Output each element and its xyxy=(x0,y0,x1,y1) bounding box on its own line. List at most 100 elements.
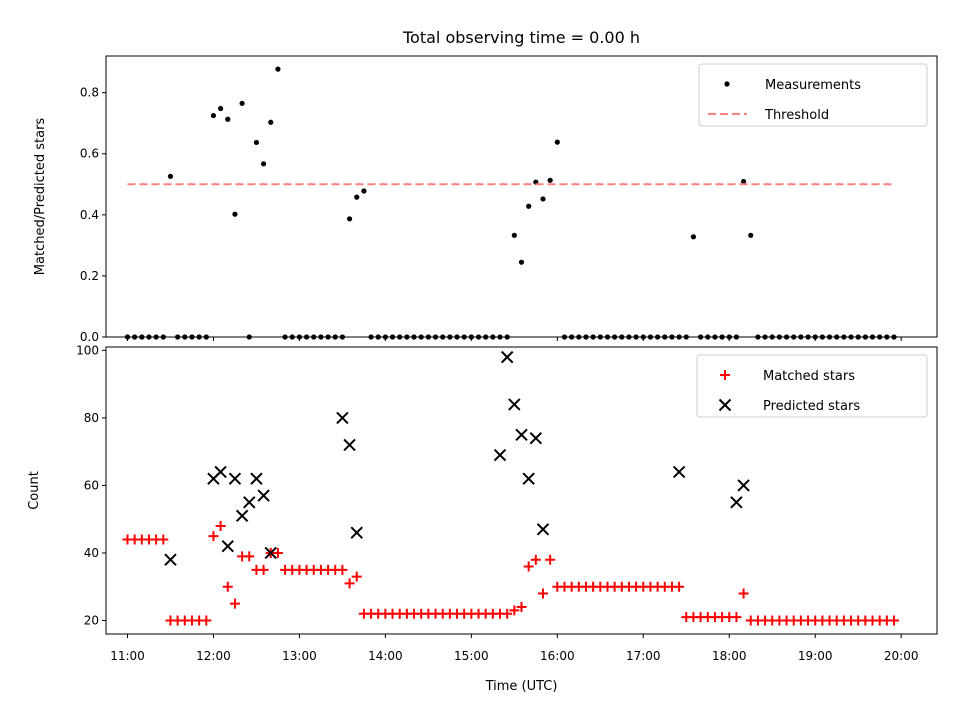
data-point xyxy=(243,496,256,509)
y-tick-label: 60 xyxy=(84,478,99,492)
data-point xyxy=(411,334,417,340)
data-point xyxy=(160,334,166,340)
data-point xyxy=(475,334,482,340)
data-point xyxy=(561,334,568,340)
data-point xyxy=(884,334,890,340)
data-point xyxy=(776,334,782,340)
bottom-panel: 20 40 60 80 100 11:00 12:00 13:00 14:00 15:00 16:0… xyxy=(27,343,938,663)
legend-label: Threshold xyxy=(764,108,829,123)
data-point xyxy=(862,334,868,340)
data-point xyxy=(545,554,556,565)
data-point xyxy=(855,334,861,340)
data-point xyxy=(509,605,520,616)
data-point xyxy=(583,334,589,340)
data-point xyxy=(733,334,740,340)
data-point xyxy=(164,553,177,566)
x-tick-label: 12:00 xyxy=(196,649,231,663)
data-point xyxy=(189,334,195,340)
legend-label: Predicted stars xyxy=(763,399,860,414)
x-tick-label: 16:00 xyxy=(540,649,575,663)
y-axis-label: Count xyxy=(27,471,42,510)
data-point xyxy=(490,334,496,340)
data-point xyxy=(737,479,750,492)
data-point xyxy=(229,598,240,609)
data-point xyxy=(834,334,840,340)
data-point xyxy=(215,520,226,531)
data-point xyxy=(375,334,381,340)
data-point xyxy=(239,100,245,106)
data-point xyxy=(516,601,527,612)
data-point xyxy=(339,334,346,340)
axes-frame xyxy=(105,346,938,635)
data-point xyxy=(612,334,618,340)
data-point xyxy=(208,531,219,542)
legend-swatch xyxy=(724,81,730,87)
x-tick-label: 18:00 xyxy=(712,649,747,663)
data-point xyxy=(350,526,363,539)
data-point xyxy=(755,334,761,340)
data-point xyxy=(361,188,367,194)
data-point xyxy=(798,334,804,340)
data-point xyxy=(511,232,517,238)
data-point xyxy=(201,615,212,626)
data-point xyxy=(244,551,255,562)
data-point xyxy=(590,334,596,340)
y-tick-label: 0.8 xyxy=(80,86,99,100)
data-point xyxy=(805,334,811,340)
data-point xyxy=(354,194,360,200)
data-point xyxy=(891,334,897,340)
data-point xyxy=(655,334,661,340)
legend: Measurements Threshold xyxy=(698,63,928,127)
data-point xyxy=(497,334,503,340)
data-point xyxy=(540,196,546,202)
data-point xyxy=(726,334,732,340)
data-point xyxy=(257,489,270,502)
data-point xyxy=(124,334,131,340)
x-axis-label: Time (UTC) xyxy=(485,679,558,694)
data-point xyxy=(730,496,743,509)
data-point xyxy=(515,428,528,441)
y-tick-label: 0.2 xyxy=(80,269,99,283)
data-point xyxy=(343,438,356,452)
data-point xyxy=(344,578,355,589)
data-point xyxy=(697,334,704,340)
legend-swatch xyxy=(718,398,732,412)
data-point xyxy=(218,105,224,112)
data-point xyxy=(576,334,582,340)
data-point xyxy=(210,112,217,119)
data-point xyxy=(705,334,711,340)
data-point xyxy=(529,431,543,445)
data-point xyxy=(432,334,439,340)
data-point xyxy=(518,259,525,265)
data-point xyxy=(303,334,310,340)
data-point xyxy=(447,334,453,340)
data-point xyxy=(483,334,489,340)
data-point xyxy=(522,472,535,485)
data-point xyxy=(537,588,548,599)
data-point xyxy=(504,334,510,340)
x-tick-label: 11:00 xyxy=(110,649,145,663)
data-point xyxy=(461,334,467,340)
data-point xyxy=(272,547,283,558)
data-point xyxy=(225,116,231,122)
data-point xyxy=(731,612,742,623)
data-point xyxy=(246,334,252,340)
data-point xyxy=(748,232,754,238)
axes-frame xyxy=(105,55,938,338)
data-point xyxy=(683,334,689,340)
data-point xyxy=(662,334,668,340)
y-tick-label: 0.6 xyxy=(80,147,99,161)
data-point xyxy=(640,334,646,340)
data-point xyxy=(175,334,181,340)
data-point xyxy=(500,350,514,364)
y-tick-label: 100 xyxy=(76,343,99,357)
data-point xyxy=(382,334,388,340)
data-point xyxy=(647,334,654,340)
data-point xyxy=(712,334,718,340)
data-point xyxy=(523,561,534,572)
data-point xyxy=(232,211,238,217)
data-point xyxy=(250,472,263,485)
data-point xyxy=(325,334,331,340)
data-point xyxy=(508,398,521,411)
y-tick-label: 80 xyxy=(84,411,99,425)
